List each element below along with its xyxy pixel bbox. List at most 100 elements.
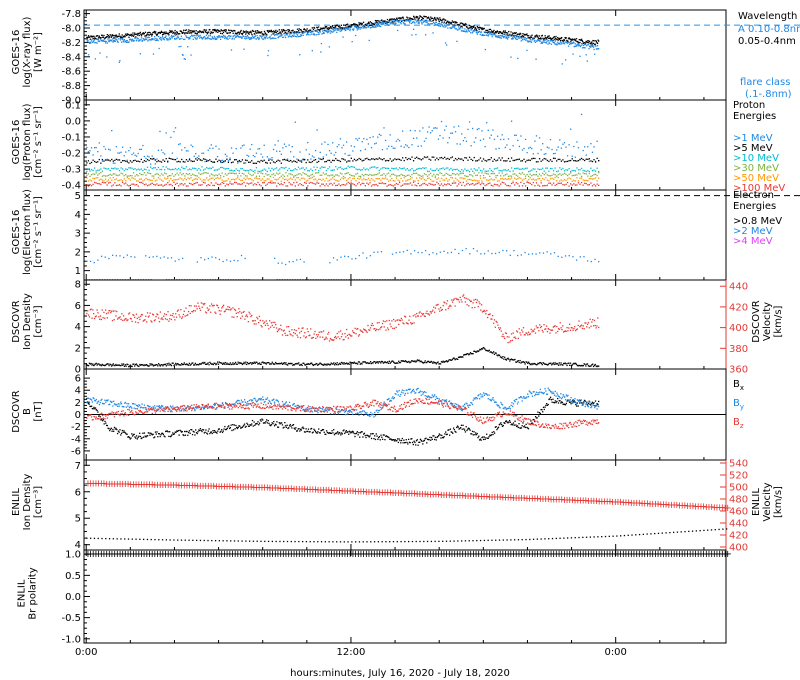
data-point: [481, 160, 483, 162]
data-point: [338, 183, 340, 185]
data-point: [152, 37, 154, 40]
data-point: [484, 34, 486, 37]
data-point: [367, 174, 370, 177]
data-point: [204, 259, 206, 261]
data-point: [369, 179, 371, 182]
data-point: [578, 364, 580, 367]
data-point: [112, 160, 114, 162]
data-point: [338, 167, 340, 169]
data-point: [216, 155, 219, 158]
data-point: [107, 159, 110, 161]
data-point: [443, 24, 446, 26]
series-ion-density: [86, 346, 600, 368]
data-point: [107, 148, 110, 150]
data-point: [166, 363, 168, 365]
data-point: [409, 22, 411, 24]
data-point: [168, 31, 171, 34]
y-tick-label: 1: [75, 266, 81, 277]
data-point: [98, 316, 100, 318]
data-point: [121, 180, 124, 182]
data-point: [204, 179, 206, 181]
data-point: [130, 255, 132, 258]
data-point: [584, 179, 586, 182]
data-point: [593, 146, 595, 148]
data-point: [296, 169, 298, 171]
data-point: [243, 48, 245, 50]
data-point: [188, 182, 191, 185]
data-point: [205, 185, 208, 187]
data-point: [254, 33, 256, 35]
data-point: [191, 167, 194, 169]
data-point: [519, 359, 521, 362]
data-point: [433, 17, 435, 20]
data-point: [358, 361, 361, 363]
data-point: [246, 159, 248, 162]
data-point: [489, 179, 491, 181]
data-point: [138, 33, 140, 35]
data-point: [117, 179, 119, 182]
data-point: [321, 158, 323, 161]
data-point: [117, 159, 119, 161]
data-point: [349, 28, 352, 30]
data-point: [114, 40, 116, 43]
data-point: [271, 157, 273, 159]
data-point: [149, 157, 152, 160]
data-point: [596, 365, 598, 368]
data-point: [122, 315, 125, 317]
data-point: [540, 38, 542, 40]
data-point: [287, 36, 290, 38]
data-point: [209, 28, 211, 31]
data-point: [89, 179, 91, 181]
data-point: [531, 175, 533, 177]
data-point: [347, 165, 349, 167]
data-point: [190, 144, 192, 146]
data-point: [95, 146, 97, 149]
data-point: [335, 174, 337, 176]
data-point: [115, 38, 118, 41]
data-point: [90, 42, 92, 44]
data-point: [484, 170, 486, 172]
data-point: [209, 178, 211, 180]
data-point: [327, 185, 329, 187]
data-point: [121, 38, 123, 40]
data-point: [349, 25, 352, 27]
data-point: [549, 159, 552, 161]
data-point: [358, 137, 360, 140]
data-point: [257, 31, 259, 33]
data-point: [379, 22, 381, 24]
data-point: [139, 169, 141, 171]
data-point: [259, 363, 261, 365]
data-point: [333, 182, 335, 184]
data-point: [235, 178, 237, 180]
data-point: [190, 183, 192, 185]
data-point: [551, 37, 554, 40]
data-point: [475, 160, 477, 162]
data-point: [257, 181, 259, 184]
data-point: [546, 41, 548, 43]
data-point: [579, 177, 581, 179]
data-point: [252, 36, 254, 38]
data-point: [186, 46, 189, 48]
data-point: [321, 363, 323, 366]
data-point: [212, 166, 214, 168]
data-point: [397, 179, 399, 181]
data-point: [556, 44, 558, 46]
data-point: [218, 148, 220, 150]
data-point: [414, 180, 416, 182]
data-point: [256, 35, 258, 37]
data-point: [395, 175, 398, 177]
data-point: [271, 167, 273, 170]
data-point: [350, 182, 352, 184]
data-point: [573, 174, 575, 177]
data-point: [101, 363, 103, 366]
data-point: [273, 363, 275, 366]
data-point: [195, 178, 197, 180]
data-point: [243, 177, 245, 179]
data-point: [454, 25, 456, 27]
data-point: [578, 39, 580, 41]
data-point: [294, 363, 296, 365]
data-point: [276, 160, 278, 163]
data-point: [91, 317, 93, 319]
data-point: [412, 137, 415, 140]
data-point: [222, 362, 225, 364]
